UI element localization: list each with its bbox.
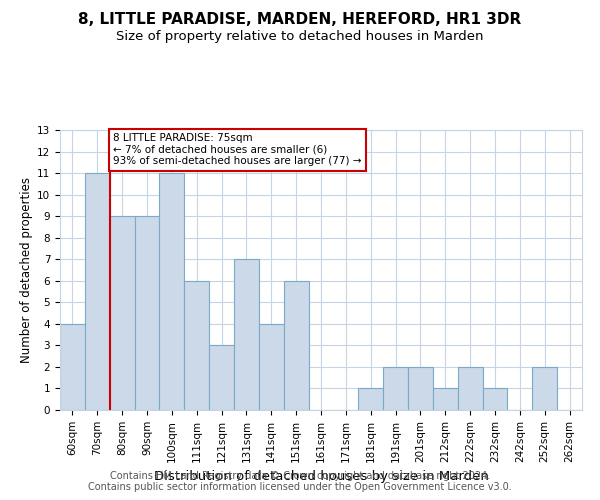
Bar	[433, 388, 458, 410]
Text: Contains HM Land Registry data © Crown copyright and database right 2024.
Contai: Contains HM Land Registry data © Crown c…	[88, 471, 512, 492]
Bar	[482, 388, 508, 410]
Bar	[284, 281, 308, 410]
Bar	[184, 281, 209, 410]
X-axis label: Distribution of detached houses by size in Marden: Distribution of detached houses by size …	[154, 470, 488, 483]
Bar	[408, 367, 433, 410]
Text: Size of property relative to detached houses in Marden: Size of property relative to detached ho…	[116, 30, 484, 43]
Bar	[110, 216, 134, 410]
Bar	[383, 367, 408, 410]
Bar	[234, 259, 259, 410]
Bar	[85, 173, 110, 410]
Bar	[134, 216, 160, 410]
Bar	[458, 367, 482, 410]
Bar	[259, 324, 284, 410]
Text: 8 LITTLE PARADISE: 75sqm
← 7% of detached houses are smaller (6)
93% of semi-det: 8 LITTLE PARADISE: 75sqm ← 7% of detache…	[113, 133, 362, 166]
Bar	[358, 388, 383, 410]
Y-axis label: Number of detached properties: Number of detached properties	[20, 177, 33, 363]
Bar	[160, 173, 184, 410]
Bar	[60, 324, 85, 410]
Bar	[532, 367, 557, 410]
Bar	[209, 346, 234, 410]
Text: 8, LITTLE PARADISE, MARDEN, HEREFORD, HR1 3DR: 8, LITTLE PARADISE, MARDEN, HEREFORD, HR…	[79, 12, 521, 28]
